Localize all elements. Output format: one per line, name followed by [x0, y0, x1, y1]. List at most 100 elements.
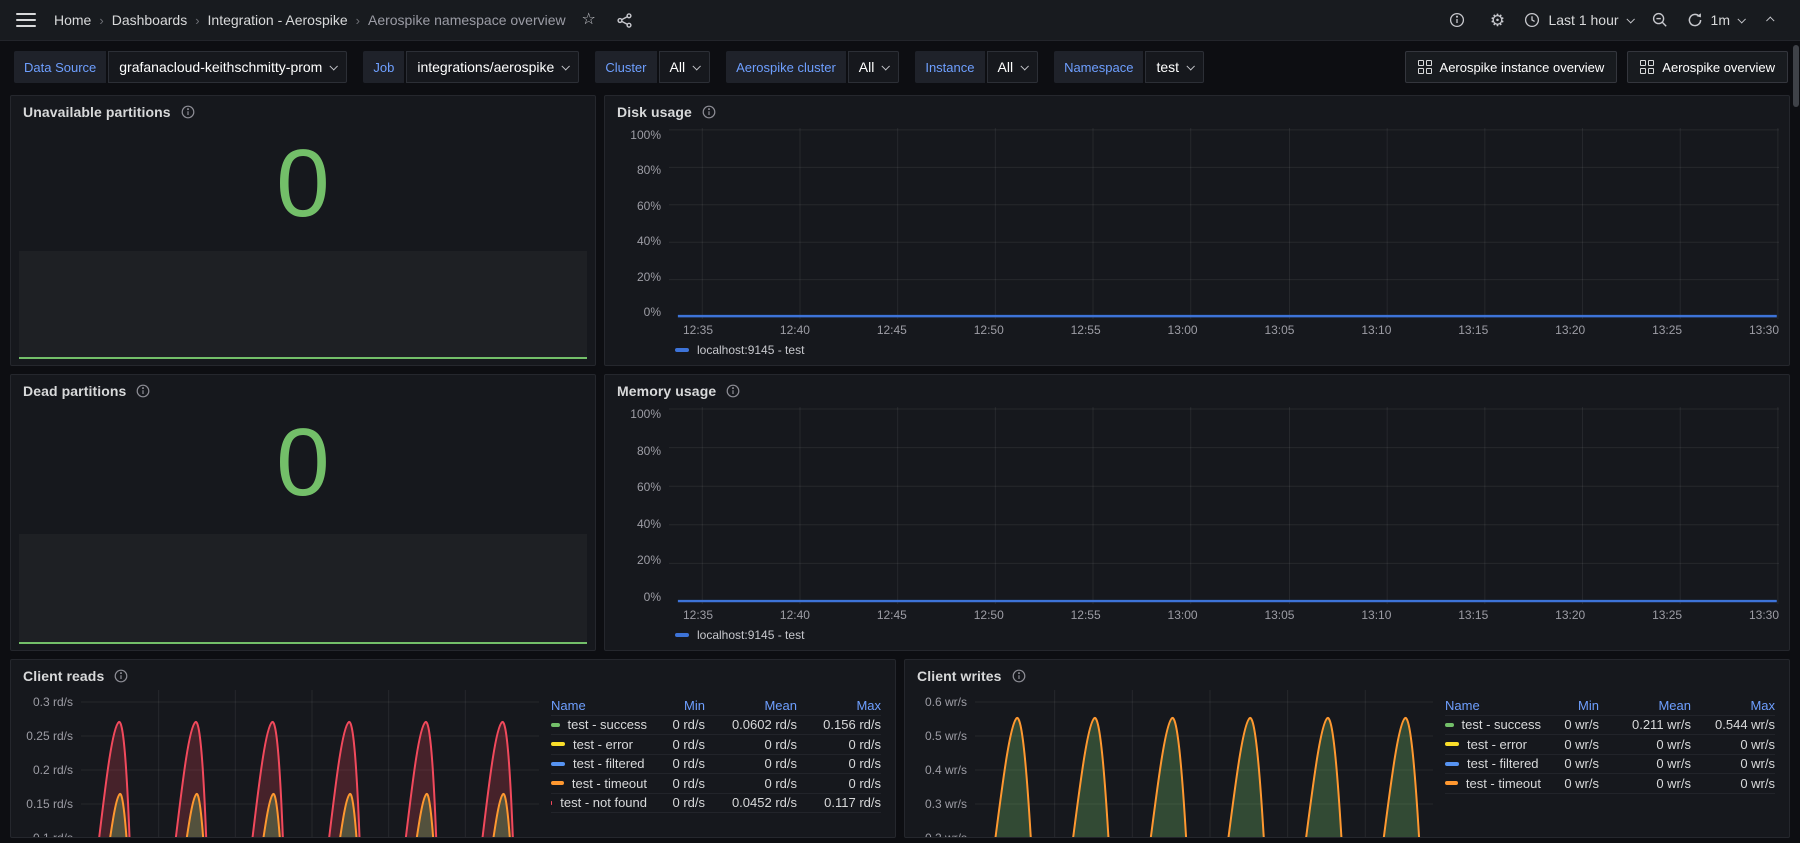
star-icon[interactable]: ☆ — [581, 11, 596, 28]
dashboard-info-icon[interactable] — [1444, 7, 1470, 33]
zoom-out-icon[interactable] — [1647, 7, 1673, 33]
legend-row[interactable]: test - filtered 0 rd/s 0 rd/s 0 rd/s — [551, 755, 881, 774]
info-icon[interactable] — [181, 105, 195, 119]
link-label: Aerospike overview — [1662, 59, 1775, 75]
y-axis: 100% 80% 60% 40% 20% 0% — [630, 128, 661, 319]
link-label: Aerospike instance overview — [1439, 59, 1605, 75]
variables-bar: Data Source grafanacloud-keithschmitty-p… — [0, 41, 1800, 95]
time-range-picker[interactable]: Last 1 hour — [1524, 12, 1635, 28]
var-aerospike-cluster-value[interactable]: All — [847, 51, 900, 83]
chevron-down-icon — [1186, 62, 1195, 71]
var-cluster-label[interactable]: Cluster — [595, 51, 657, 83]
legend-row[interactable]: test - error 0 rd/s 0 rd/s 0 rd/s — [551, 735, 881, 755]
stat-value: 0 — [276, 409, 330, 516]
series-color-swatch — [551, 761, 565, 766]
legend-row[interactable]: test - timeout 0 wr/s 0 wr/s 0 wr/s — [1445, 774, 1775, 794]
series-color-swatch — [551, 722, 560, 727]
panel-client-reads: Client reads 0.3 rd/s 0.25 rd/s 0.2 rd/s… — [10, 659, 896, 838]
legend-item[interactable]: localhost:9145 - test — [605, 337, 1789, 365]
info-icon[interactable] — [726, 384, 740, 398]
collapse-up-icon[interactable] — [1758, 7, 1784, 33]
breadcrumb-current: Aerospike namespace overview — [367, 12, 566, 28]
link-aerospike-overview[interactable]: Aerospike overview — [1627, 51, 1788, 83]
time-range-label: Last 1 hour — [1548, 12, 1619, 28]
var-instance-value[interactable]: All — [986, 51, 1039, 83]
panel-title: Memory usage — [617, 383, 717, 399]
info-icon[interactable] — [702, 105, 716, 119]
y-axis: 100% 80% 60% 40% 20% 0% — [630, 407, 661, 604]
top-nav-bar: Home › Dashboards › Integration - Aerosp… — [0, 0, 1800, 41]
series-success — [994, 716, 1421, 837]
legend-row[interactable]: test - not found 0 rd/s 0.0452 rd/s 0.11… — [551, 794, 881, 813]
var-data-source-label[interactable]: Data Source — [14, 51, 107, 83]
panel-title: Client writes — [917, 668, 1002, 684]
var-namespace-value[interactable]: test — [1145, 51, 1205, 83]
legend-col-name[interactable]: Name — [551, 697, 586, 713]
series-color-swatch — [551, 781, 564, 786]
breadcrumb-home[interactable]: Home — [54, 12, 92, 28]
settings-gear-icon[interactable]: ⚙ — [1489, 10, 1506, 30]
info-icon[interactable] — [114, 669, 128, 683]
scrollbar-thumb[interactable] — [1793, 45, 1799, 107]
var-cluster-value[interactable]: All — [658, 51, 711, 83]
legend-col-name[interactable]: Name — [1445, 697, 1480, 713]
series-color-swatch — [1445, 761, 1459, 766]
breadcrumb: Home › Dashboards › Integration - Aerosp… — [54, 12, 566, 28]
legend-label: localhost:9145 - test — [697, 343, 805, 357]
panel-title: Dead partitions — [23, 383, 127, 399]
legend-col-max[interactable]: Max — [1750, 697, 1775, 713]
legend-item[interactable]: localhost:9145 - test — [605, 622, 1789, 650]
stat-value: 0 — [276, 130, 330, 237]
breadcrumb-dashboards[interactable]: Dashboards — [111, 12, 188, 28]
memory-usage-plot[interactable] — [669, 407, 1779, 604]
legend-col-min[interactable]: Min — [1578, 697, 1599, 713]
x-axis: 12:35 12:40 12:45 12:50 12:55 13:00 13:05 13:… — [683, 323, 1779, 337]
var-job-label[interactable]: Job — [363, 51, 405, 83]
vertical-scrollbar[interactable] — [1792, 41, 1800, 843]
series-color-swatch — [551, 800, 553, 805]
dashboard-grid: Unavailable partitions 0 Disk usage — [0, 95, 1800, 838]
legend-col-mean[interactable]: Mean — [1658, 697, 1691, 713]
client-reads-plot[interactable] — [81, 690, 539, 837]
var-job-value[interactable]: integrations/aerospike — [406, 51, 580, 83]
var-aerospike-cluster-label[interactable]: Aerospike cluster — [726, 51, 846, 83]
legend-table: Name Min Mean Max test - success 0 wr/s … — [1445, 696, 1775, 837]
legend-col-max[interactable]: Max — [856, 697, 881, 713]
var-aerospike-cluster-selected: All — [858, 59, 875, 75]
link-aerospike-instance-overview[interactable]: Aerospike instance overview — [1404, 51, 1618, 83]
legend-col-min[interactable]: Min — [684, 697, 705, 713]
legend-table: Name Min Mean Max test - success 0 rd/s … — [551, 696, 881, 837]
refresh-control[interactable]: 1m — [1687, 12, 1746, 28]
var-cluster-selected: All — [669, 59, 686, 75]
var-instance: Instance All — [915, 51, 1039, 83]
var-aerospike-cluster: Aerospike cluster All — [726, 51, 900, 83]
y-axis: 0.6 wr/s 0.5 wr/s 0.4 wr/s 0.3 wr/s 0.2 … — [924, 695, 967, 838]
var-namespace-label[interactable]: Namespace — [1054, 51, 1144, 83]
info-icon[interactable] — [136, 384, 150, 398]
share-icon[interactable] — [612, 7, 638, 33]
var-data-source-value[interactable]: grafanacloud-keithschmitty-prom — [108, 51, 348, 83]
menu-icon[interactable] — [16, 13, 36, 27]
disk-usage-plot[interactable] — [669, 128, 1779, 319]
series-success — [109, 792, 511, 837]
apps-grid-icon — [1640, 60, 1655, 74]
refresh-icon — [1688, 13, 1701, 27]
var-namespace-selected: test — [1156, 59, 1180, 75]
panel-memory-usage: Memory usage 100% 80% 60% 40% 20% 0% — [604, 374, 1790, 651]
chevron-down-icon — [1626, 15, 1635, 24]
legend-row[interactable]: test - success 0 rd/s 0.0602 rd/s 0.156 … — [551, 716, 881, 735]
info-icon[interactable] — [1012, 669, 1026, 683]
series-color-swatch — [675, 633, 689, 637]
chevron-down-icon — [1020, 62, 1030, 71]
legend-row[interactable]: test - success 0 wr/s 0.211 wr/s 0.544 w… — [1445, 716, 1775, 735]
chevron-down-icon — [561, 62, 571, 71]
client-writes-plot[interactable] — [975, 690, 1433, 837]
var-instance-label[interactable]: Instance — [915, 51, 985, 83]
refresh-interval-label: 1m — [1710, 12, 1730, 28]
series-color-swatch — [551, 742, 565, 747]
legend-col-mean[interactable]: Mean — [764, 697, 797, 713]
legend-row[interactable]: test - error 0 wr/s 0 wr/s 0 wr/s — [1445, 735, 1775, 755]
legend-row[interactable]: test - timeout 0 rd/s 0 rd/s 0 rd/s — [551, 774, 881, 794]
breadcrumb-folder[interactable]: Integration - Aerospike — [207, 12, 348, 28]
legend-row[interactable]: test - filtered 0 wr/s 0 wr/s 0 wr/s — [1445, 755, 1775, 774]
